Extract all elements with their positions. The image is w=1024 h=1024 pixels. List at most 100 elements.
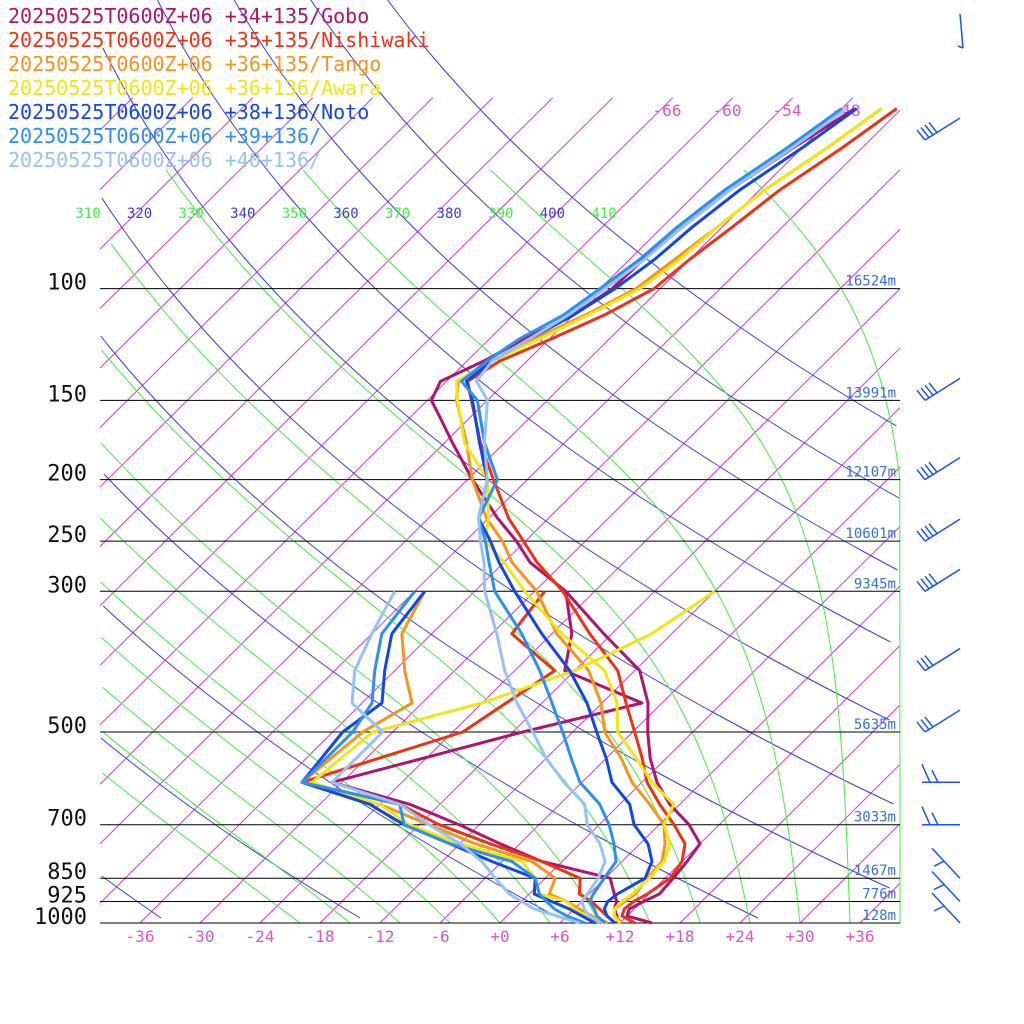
temperature-line <box>466 107 898 925</box>
legend: 20250525T0600Z+06 +34+135/Gobo20250525T0… <box>8 4 429 172</box>
isotherm-line <box>99 97 254 250</box>
wind-barb-feather <box>928 523 938 535</box>
wind-barb <box>921 763 960 784</box>
isotherm-line <box>319 347 901 924</box>
dry-adiabat-line <box>101 875 162 919</box>
isotherm-line <box>99 109 901 904</box>
wind-barb-feather <box>920 127 930 138</box>
upper-temperature-label: -66 <box>653 101 682 120</box>
wind-barbs <box>916 13 964 924</box>
wind-barb <box>931 847 961 879</box>
dry-adiabat-line <box>102 47 890 721</box>
theta-label: 380 <box>437 206 462 222</box>
legend-entry: 20250525T0600Z+06 +40+136/ <box>8 148 321 172</box>
wind-barb-feather <box>916 580 926 592</box>
isotherm-line <box>99 97 314 309</box>
wind-barb-feather <box>920 466 930 478</box>
isotherm-line <box>379 407 901 924</box>
dewpoint-line <box>330 591 644 924</box>
dry-adiabat-line <box>101 197 894 805</box>
isotherm-line <box>99 97 554 547</box>
wind-barb <box>957 13 964 49</box>
isotherm-line <box>439 466 901 924</box>
isobar-lines <box>100 288 900 924</box>
isotherm-line <box>559 585 901 924</box>
isotherm-line <box>99 97 734 726</box>
moist-adiabat-line <box>100 442 601 924</box>
height-label: 1467m <box>854 863 896 879</box>
moist-adiabat-line <box>101 637 451 924</box>
upper-temperature-label: -54 <box>773 101 802 120</box>
temperature-tick-label: -18 <box>306 927 335 946</box>
wind-barb-feather <box>920 719 930 731</box>
wind-barb-feather <box>924 655 934 667</box>
wind-barb-shaft <box>931 847 961 879</box>
wind-barb <box>916 647 961 672</box>
dry-adiabat-line <box>157 0 891 643</box>
temperature-tick-label: +0 <box>490 927 509 946</box>
height-label: 10601m <box>845 526 896 542</box>
isotherm-line <box>679 704 901 924</box>
wind-barb <box>931 871 961 903</box>
height-label: 776m <box>862 887 896 903</box>
isotherm-line <box>99 97 134 131</box>
pressure-label: 100 <box>47 271 87 296</box>
height-label: 3033m <box>854 810 896 826</box>
sounding-series <box>300 107 898 925</box>
wind-barb-shaft <box>959 13 964 49</box>
wind-barb-feather <box>916 129 926 141</box>
temperature-line <box>465 107 858 925</box>
dry-adiabat-line <box>100 737 361 919</box>
wind-barb-feather <box>921 763 931 783</box>
wind-barb-shaft <box>924 456 961 481</box>
moist-adiabat-line <box>101 349 651 924</box>
dry-adiabat-line <box>387 0 897 427</box>
theta-label: 310 <box>75 206 100 222</box>
theta-label: 350 <box>282 206 307 222</box>
height-label: 9345m <box>854 576 896 592</box>
moist-adiabat-line <box>100 517 551 924</box>
theta-label: 320 <box>127 206 152 222</box>
dry-adiabat-line <box>100 335 890 889</box>
pressure-label: 925 <box>47 884 87 909</box>
isotherm-line <box>99 97 614 607</box>
upper-temperature-label: -60 <box>713 101 742 120</box>
dry-adiabat-line <box>233 0 898 571</box>
temperature-tick-label: +18 <box>666 927 695 946</box>
dewpoint-line <box>330 590 581 925</box>
wind-barb <box>916 377 961 401</box>
wind-barb-feather <box>931 812 939 826</box>
moist-adiabat-lines <box>100 169 901 924</box>
wind-barb-feather <box>924 525 934 537</box>
series-group <box>330 107 848 925</box>
legend-entry: 20250525T0600Z+06 +36+135/Tango <box>8 52 381 76</box>
temperature-tick-label: -24 <box>246 927 275 946</box>
wind-barb-feather <box>924 384 934 396</box>
wind-barb-feather <box>916 530 926 542</box>
isotherm-line <box>739 764 901 924</box>
series-group <box>300 107 843 925</box>
legend-entry: 20250525T0600Z+06 +39+136/ <box>8 124 321 148</box>
wind-barb-feather <box>931 769 939 783</box>
isotherm-line <box>499 526 901 924</box>
wind-barb-feather <box>928 573 938 585</box>
axis-labels: 100 16524m 150 13991m 200 12107m 250 10601m 300 9… <box>34 101 896 946</box>
wind-barb <box>916 568 961 592</box>
pressure-label: 1000 <box>34 905 87 930</box>
temperature-tick-label: +24 <box>726 927 755 946</box>
dewpoint-line <box>300 590 616 925</box>
isotherm-line <box>799 823 901 924</box>
wind-barb <box>916 456 961 481</box>
legend-entry: 20250525T0600Z+06 +38+136/Noto <box>8 100 369 124</box>
wind-barb-feather <box>924 575 934 587</box>
wind-barb-feather <box>920 657 930 669</box>
legend-entry: 20250525T0600Z+06 +35+135/Nishiwaki <box>8 28 429 52</box>
legend-entry: 20250525T0600Z+06 +34+135/Gobo <box>8 4 369 28</box>
dry-adiabat-line <box>310 0 900 499</box>
isotherm-line <box>99 97 374 369</box>
wind-barb-shaft <box>924 518 961 542</box>
pressure-label: 250 <box>47 523 87 548</box>
wind-barb-feather <box>924 716 934 728</box>
isotherm-line <box>619 645 901 924</box>
dry-adiabat-line <box>102 605 560 919</box>
